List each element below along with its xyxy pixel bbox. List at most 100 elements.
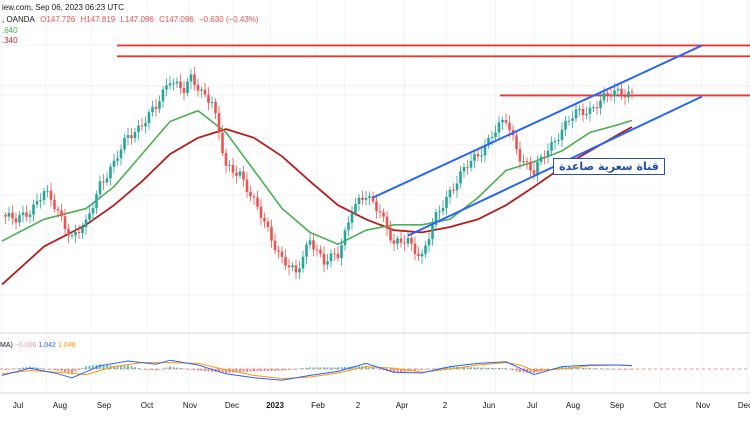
candlesticks bbox=[4, 66, 634, 280]
histogram-bar bbox=[424, 369, 427, 370]
open-value: O147.726 bbox=[40, 15, 76, 24]
histogram-bar bbox=[50, 369, 52, 370]
time-axis[interactable]: Jul Aug Sep Oct Nov Dec 2023 Feb 2 Apr 2 Jun Jul Aug S… bbox=[13, 401, 750, 410]
histogram-bar bbox=[71, 369, 73, 374]
histogram-bar bbox=[323, 367, 325, 369]
ohlc-legend: , OANDA O147.726 H147.819 L147.096 C147.… bbox=[2, 15, 262, 24]
candle-body bbox=[168, 83, 172, 86]
histogram-bar bbox=[22, 367, 24, 369]
candle-body bbox=[427, 239, 431, 246]
channel-upper-line bbox=[372, 44, 703, 199]
histogram-bar bbox=[326, 367, 329, 369]
histogram-bar bbox=[627, 369, 630, 370]
histogram-bar bbox=[218, 369, 220, 373]
candle-body bbox=[623, 96, 627, 98]
candle-body bbox=[361, 197, 364, 200]
candle-body bbox=[242, 171, 245, 180]
histogram-bar bbox=[253, 369, 255, 372]
histogram-bar bbox=[613, 368, 616, 370]
close-value: C147.096 bbox=[159, 15, 194, 24]
histogram-bar bbox=[249, 369, 252, 372]
candle-body bbox=[420, 253, 424, 257]
candle-body bbox=[504, 119, 508, 123]
candle-body bbox=[466, 167, 469, 169]
candle-body bbox=[546, 150, 550, 158]
candle-body bbox=[434, 212, 438, 225]
candle-body bbox=[326, 261, 329, 265]
histogram-bar bbox=[57, 369, 59, 371]
candle-body bbox=[343, 230, 347, 246]
histogram-bar bbox=[134, 367, 136, 369]
histogram-bar bbox=[225, 369, 227, 373]
candle-body bbox=[574, 109, 578, 119]
histogram-bar bbox=[512, 369, 514, 371]
histogram-bar bbox=[449, 366, 451, 369]
histogram-bar bbox=[32, 367, 35, 369]
candle-body bbox=[445, 197, 448, 209]
histogram-bar bbox=[606, 368, 609, 370]
candle-body bbox=[88, 213, 91, 220]
macd-value: 1.042 bbox=[38, 342, 56, 349]
ma-slow-legend: .340 bbox=[2, 36, 21, 45]
chart-grid bbox=[0, 0, 750, 393]
histogram-bar bbox=[389, 369, 392, 373]
histogram-bar bbox=[207, 369, 210, 372]
histogram-bar bbox=[274, 369, 276, 371]
ma-slow-value: .340 bbox=[2, 36, 18, 45]
histogram-bar bbox=[281, 369, 283, 371]
high-value: H147.819 bbox=[80, 15, 116, 24]
candle-body bbox=[172, 83, 175, 85]
candle-body bbox=[543, 156, 546, 158]
candle-body bbox=[266, 221, 270, 227]
histogram-bar bbox=[421, 369, 423, 370]
candle-body bbox=[280, 251, 284, 258]
candle-body bbox=[508, 122, 511, 130]
histogram-bar bbox=[193, 369, 196, 371]
candle-body bbox=[578, 108, 581, 110]
candle-body bbox=[406, 238, 410, 244]
histogram-bar bbox=[81, 368, 84, 369]
histogram-bar bbox=[53, 369, 56, 371]
candle-body bbox=[273, 240, 277, 251]
change-value: −0.630 (−0.43%) bbox=[199, 15, 259, 24]
histogram-bar bbox=[183, 368, 185, 370]
histogram-bar bbox=[60, 369, 63, 372]
trend-channel[interactable] bbox=[372, 44, 703, 237]
histogram-bar bbox=[123, 365, 126, 369]
histogram-bar bbox=[435, 368, 437, 369]
histogram-bar bbox=[575, 367, 577, 369]
candle-body bbox=[4, 215, 7, 217]
candle-body bbox=[448, 189, 452, 198]
candle-body bbox=[515, 135, 518, 149]
candle-body bbox=[53, 199, 56, 209]
histogram-bar bbox=[375, 368, 378, 370]
candle-body bbox=[151, 106, 154, 113]
histogram-bar bbox=[372, 367, 374, 369]
histogram-bar bbox=[365, 365, 367, 369]
candle-body bbox=[109, 166, 112, 179]
x-tick-label-3: Oct bbox=[141, 401, 154, 410]
channel-annotation[interactable]: قناة سعرية صاعدة bbox=[553, 158, 665, 175]
candle-body bbox=[371, 196, 375, 202]
ma-fast-value: .640 bbox=[2, 26, 18, 35]
histogram-bar bbox=[428, 369, 430, 370]
x-tick-label-12: Jul bbox=[527, 401, 537, 410]
candle-body bbox=[21, 212, 25, 216]
histogram-bar bbox=[438, 367, 441, 369]
candle-body bbox=[84, 219, 88, 228]
candle-body bbox=[175, 81, 179, 84]
histogram-bar bbox=[603, 368, 605, 370]
candle-body bbox=[322, 253, 326, 265]
candle-body bbox=[91, 208, 95, 214]
histogram-bar bbox=[291, 369, 294, 370]
histogram-bar bbox=[529, 369, 532, 373]
resistance-lines[interactable] bbox=[117, 44, 750, 97]
fast-ma-line bbox=[1, 109, 633, 246]
candle-body bbox=[557, 140, 560, 142]
candle-body bbox=[46, 190, 49, 192]
histogram-bar bbox=[39, 368, 42, 369]
candle-body bbox=[133, 132, 137, 139]
histogram-bar bbox=[162, 368, 164, 370]
signal-line bbox=[1, 362, 633, 380]
